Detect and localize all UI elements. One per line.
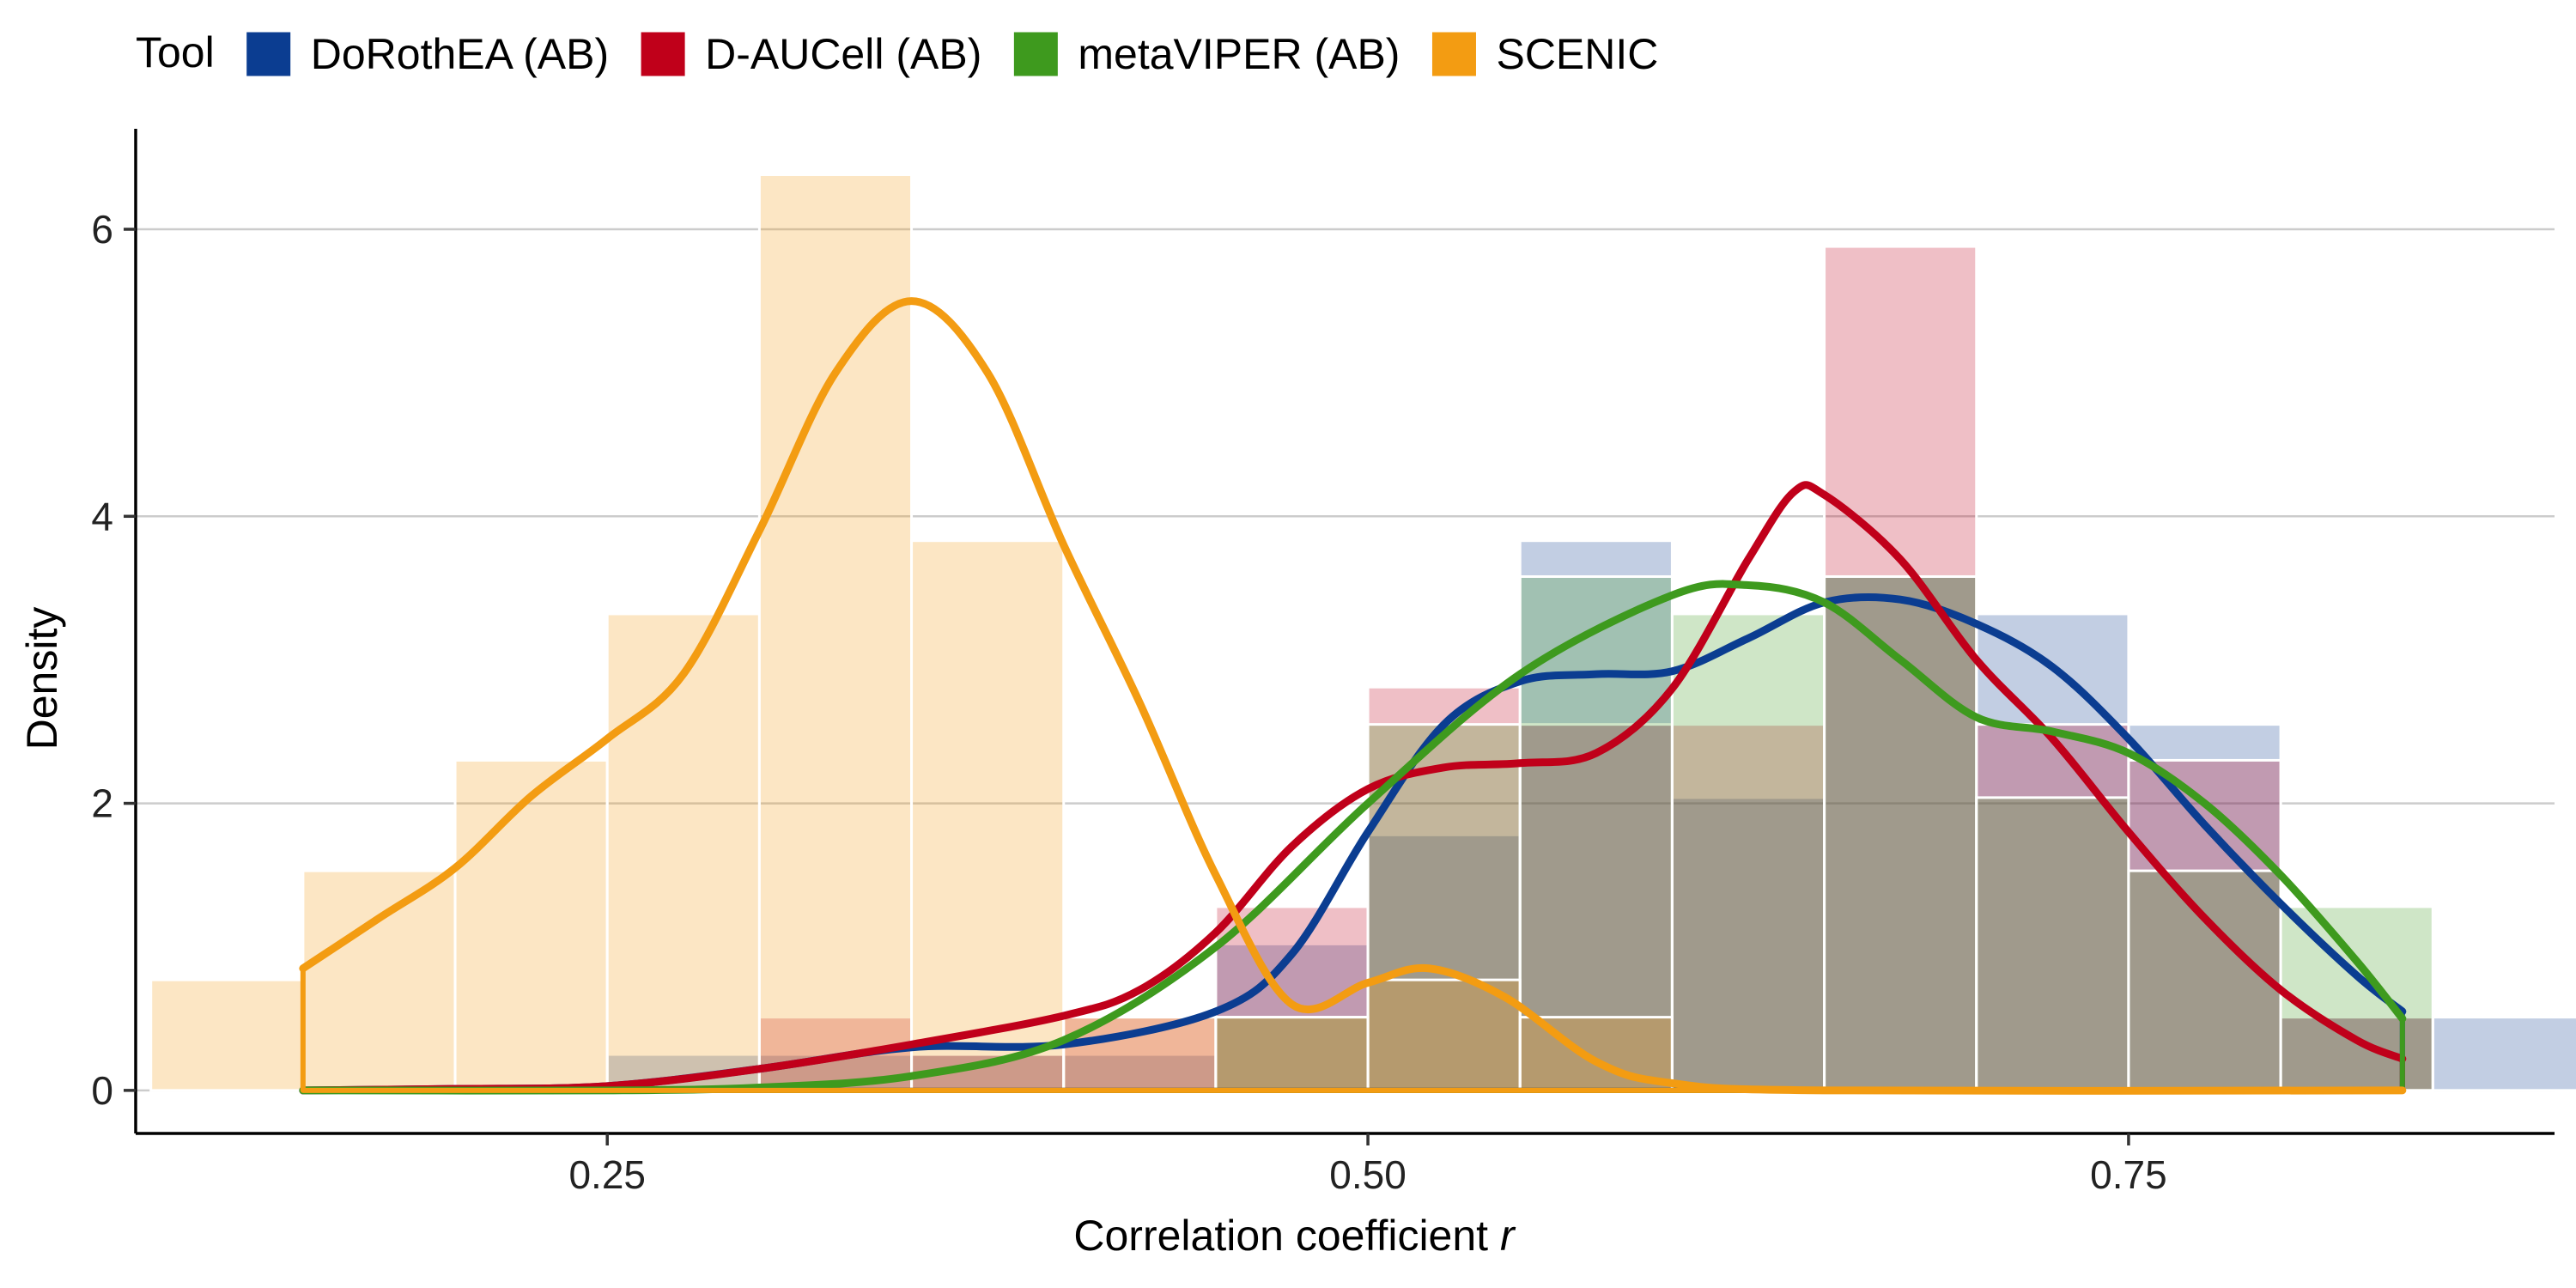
x-axis-title-variable: r (1500, 1212, 1516, 1260)
bar-d-aucell-ab-7 (1823, 245, 1978, 1092)
legend: Tool DoRothEA (AB) D-AUCell (AB) metaVIPER… (136, 28, 1658, 79)
density-baseline-scenic (300, 968, 2403, 1093)
bar-metaviper-ab-2 (1518, 574, 1674, 1092)
legend-swatch (1429, 29, 1479, 79)
legend-label: metaVIPER (AB) (1078, 30, 1400, 78)
y-axis-title: Density (18, 607, 66, 750)
bar-scenic-8 (1366, 978, 1522, 1092)
bar-scenic-1 (301, 869, 457, 1092)
bar-scenic-0 (149, 978, 305, 1092)
bar-dorothea-ab-12 (2431, 1016, 2576, 1092)
x-tick-label: 0.75 (2090, 1152, 2167, 1197)
y-tick-label: 4 (91, 494, 113, 538)
x-axis-title-text: Correlation coefficient (1073, 1212, 1500, 1260)
bar-metaviper-ab-0 (1214, 1016, 1370, 1092)
x-tick-label: 0.50 (1329, 1152, 1406, 1197)
bar-metaviper-ab-6 (2127, 869, 2282, 1092)
density-curve-metaviper-ab (299, 580, 2407, 1095)
bar-dorothea-ab-9 (1975, 612, 2130, 1092)
bar-scenic-4 (757, 173, 914, 1092)
bar-d-aucell-ab-9 (2127, 758, 2282, 1092)
density-curve-scenic (299, 297, 2407, 1095)
legend-label: DoRothEA (AB) (311, 30, 609, 78)
histogram-bars (149, 173, 2576, 1092)
legend-title: Tool (136, 28, 215, 76)
bar-dorothea-ab-11 (2279, 1016, 2434, 1092)
y-tick-label: 0 (91, 1068, 113, 1113)
bar-metaviper-ab-3 (1670, 612, 1826, 1092)
bar-scenic-7 (1214, 1016, 1370, 1092)
legend-label: SCENIC (1496, 30, 1658, 78)
bar-metaviper-ab-7 (2279, 905, 2434, 1092)
bar-scenic-5 (910, 539, 1066, 1092)
axes: 0 2 4 6 0.25 0.50 0.75 (91, 129, 2555, 1197)
x-axis-title: Correlation coefficient r (1073, 1212, 1516, 1260)
x-tick-label: 0.25 (568, 1152, 646, 1197)
bar-scenic-3 (605, 612, 761, 1092)
density-curves (299, 297, 2407, 1095)
legend-label: D-AUCell (AB) (705, 30, 981, 78)
density-curve-d-aucell-ab (299, 481, 2407, 1095)
legend-swatch (1011, 29, 1060, 79)
bar-metaviper-ab-4 (1823, 574, 1978, 1092)
y-tick-label: 6 (91, 207, 113, 252)
y-tick-label: 2 (91, 781, 113, 826)
bar-d-aucell-ab-6 (1670, 723, 1826, 1092)
legend-swatch (638, 29, 688, 79)
bar-metaviper-ab-5 (1975, 796, 2130, 1092)
bar-scenic-2 (453, 758, 609, 1092)
legend-swatch (244, 29, 294, 79)
